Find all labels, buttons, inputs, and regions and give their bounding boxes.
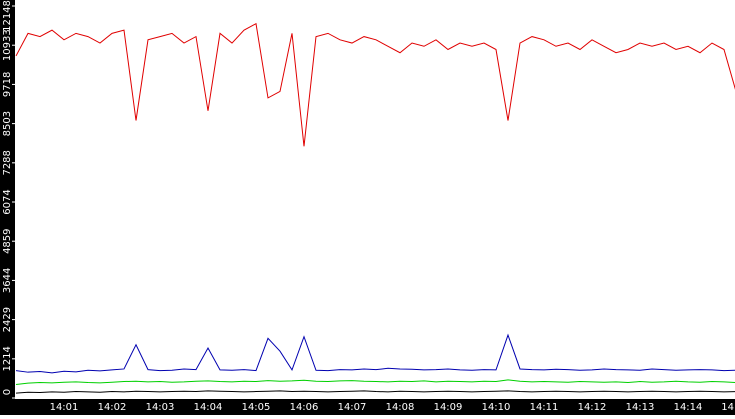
x-tick-label: 14:14 <box>674 402 703 413</box>
y-tick-label: 4859 <box>2 228 13 253</box>
x-tick-label: 14:06 <box>290 402 319 413</box>
x-tick-label: 14:07 <box>338 402 367 413</box>
y-tick-label: 7288 <box>2 150 13 175</box>
x-tick-label: 14:10 <box>482 402 511 413</box>
x-tick-label: 14:03 <box>146 402 175 413</box>
x-tick-label: 14:08 <box>386 402 415 413</box>
x-tick-label: 14:05 <box>242 402 271 413</box>
x-axis-strip <box>0 399 735 415</box>
y-tick-label: 6074 <box>2 189 13 214</box>
y-axis-strip <box>0 0 15 415</box>
y-tick-label: 8503 <box>2 111 13 136</box>
series-line <box>15 22 735 147</box>
x-tick-label: 14:13 <box>626 402 655 413</box>
series-line <box>15 333 735 374</box>
x-tick-label: 14:02 <box>98 402 127 413</box>
y-tick-label: 10933 <box>2 29 13 61</box>
y-tick-label: 9718 <box>2 72 13 97</box>
y-tick-label: 2429 <box>2 307 13 332</box>
y-tick-label: 0 <box>2 389 13 395</box>
y-tick-label: 1214 <box>2 346 13 371</box>
series-line <box>15 379 735 385</box>
x-tick-label: 14:09 <box>434 402 463 413</box>
x-tick-label: 14:01 <box>50 402 79 413</box>
y-tick-label: 3644 <box>2 268 13 293</box>
x-tick-label: 14:12 <box>578 402 607 413</box>
y-tick-label: 12148 <box>2 0 13 32</box>
x-tick-label: 14:04 <box>194 402 223 413</box>
x-tick-label: 14:11 <box>530 402 559 413</box>
x-tick-label: 14 <box>721 402 734 413</box>
series-line <box>15 390 735 394</box>
